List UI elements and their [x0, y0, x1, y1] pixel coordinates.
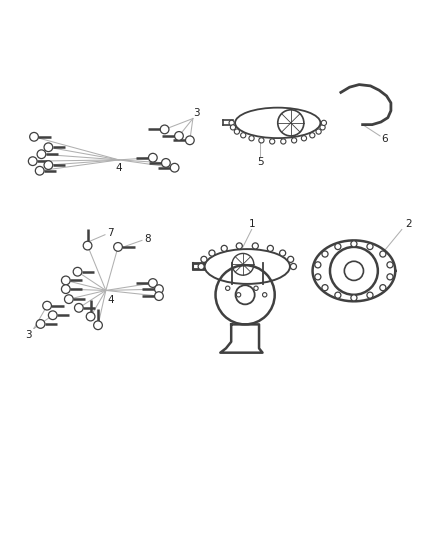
- Circle shape: [229, 120, 234, 125]
- Circle shape: [221, 245, 227, 252]
- Circle shape: [36, 320, 45, 328]
- Circle shape: [387, 262, 393, 268]
- Circle shape: [30, 133, 39, 141]
- Circle shape: [262, 293, 267, 297]
- Circle shape: [64, 295, 73, 303]
- Circle shape: [28, 157, 37, 166]
- Circle shape: [198, 263, 204, 270]
- Circle shape: [249, 136, 254, 141]
- Circle shape: [114, 243, 122, 251]
- Circle shape: [175, 132, 184, 140]
- Circle shape: [148, 154, 157, 162]
- Text: 8: 8: [144, 234, 151, 244]
- Circle shape: [351, 295, 357, 301]
- Text: 2: 2: [405, 219, 412, 229]
- Circle shape: [367, 292, 373, 298]
- Text: 1: 1: [249, 219, 256, 229]
- Circle shape: [269, 139, 275, 144]
- Circle shape: [240, 133, 246, 138]
- Circle shape: [234, 129, 240, 134]
- Circle shape: [61, 276, 70, 285]
- Circle shape: [254, 286, 258, 290]
- Circle shape: [380, 251, 386, 257]
- Circle shape: [230, 125, 236, 130]
- Circle shape: [37, 150, 46, 158]
- Circle shape: [321, 120, 326, 125]
- Circle shape: [209, 250, 215, 256]
- Circle shape: [281, 139, 286, 144]
- Circle shape: [288, 256, 294, 262]
- Circle shape: [252, 243, 258, 249]
- Circle shape: [94, 321, 102, 329]
- Text: 3: 3: [193, 108, 200, 118]
- Circle shape: [185, 136, 194, 144]
- Circle shape: [44, 143, 53, 151]
- Circle shape: [236, 243, 242, 249]
- Circle shape: [61, 285, 70, 294]
- Circle shape: [387, 274, 393, 280]
- Circle shape: [322, 251, 328, 257]
- Circle shape: [335, 244, 341, 249]
- Circle shape: [315, 262, 321, 268]
- Circle shape: [226, 286, 230, 290]
- Circle shape: [201, 256, 207, 262]
- Text: 3: 3: [25, 330, 32, 340]
- Circle shape: [74, 303, 83, 312]
- Text: 4: 4: [108, 295, 114, 305]
- Circle shape: [259, 138, 264, 143]
- Circle shape: [351, 241, 357, 247]
- Circle shape: [155, 285, 163, 294]
- Text: 7: 7: [107, 228, 113, 238]
- Circle shape: [35, 166, 44, 175]
- Circle shape: [367, 244, 373, 249]
- Circle shape: [292, 138, 297, 143]
- Circle shape: [237, 293, 241, 297]
- Circle shape: [162, 158, 170, 167]
- Circle shape: [170, 163, 179, 172]
- Circle shape: [43, 301, 51, 310]
- Circle shape: [86, 312, 95, 321]
- Circle shape: [73, 268, 82, 276]
- Circle shape: [320, 125, 325, 130]
- Circle shape: [315, 274, 321, 280]
- Circle shape: [83, 241, 92, 250]
- Circle shape: [279, 250, 286, 256]
- Circle shape: [44, 161, 53, 169]
- Text: 6: 6: [381, 134, 388, 144]
- Circle shape: [380, 285, 386, 290]
- Circle shape: [148, 279, 157, 287]
- Circle shape: [322, 285, 328, 290]
- Circle shape: [155, 292, 163, 301]
- Circle shape: [290, 263, 297, 270]
- Circle shape: [48, 311, 57, 320]
- Circle shape: [310, 133, 315, 138]
- Circle shape: [335, 292, 341, 298]
- Circle shape: [316, 129, 321, 134]
- Circle shape: [267, 245, 273, 252]
- Circle shape: [301, 136, 307, 141]
- Text: 4: 4: [116, 163, 122, 173]
- Circle shape: [160, 125, 169, 134]
- Text: 5: 5: [257, 157, 264, 167]
